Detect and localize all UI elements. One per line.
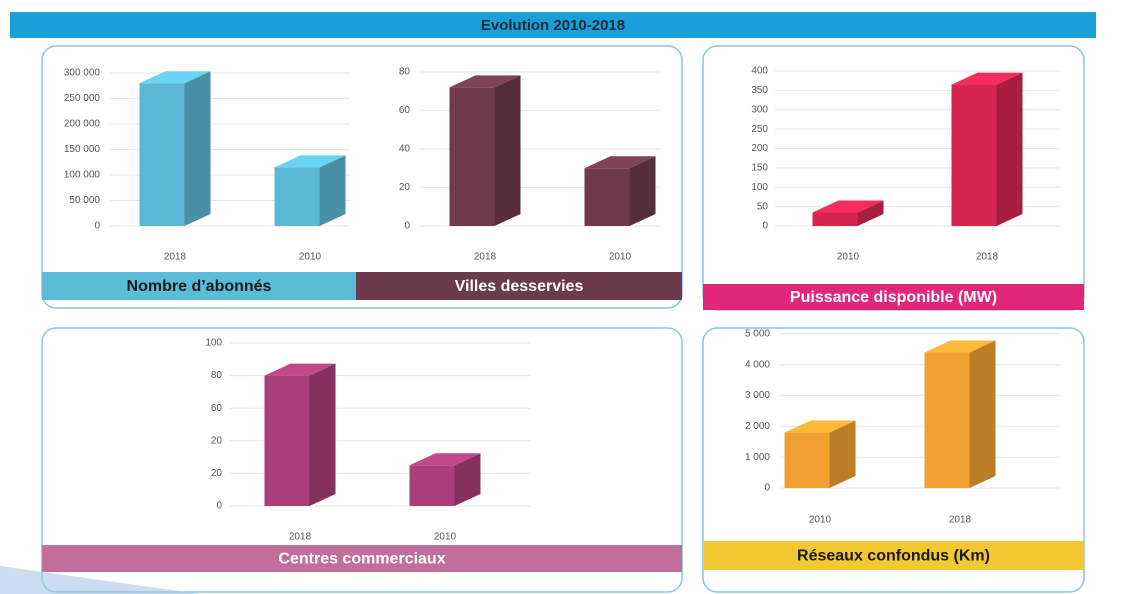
- y-tick-label: 20: [211, 435, 223, 446]
- bar: [139, 83, 185, 226]
- y-tick-label: 100: [751, 182, 768, 193]
- bar-side: [184, 71, 211, 226]
- y-tick-label: 200 000: [64, 119, 101, 130]
- header-title: Evolution 2010-2018: [481, 17, 625, 34]
- y-tick-label: 300: [751, 104, 768, 115]
- y-tick-label: 20: [211, 468, 223, 479]
- bar: [784, 432, 830, 488]
- chart-title: Puissance disponible (MW): [790, 289, 997, 306]
- y-tick-label: 200: [751, 143, 768, 154]
- x-tick-label: 2018: [976, 252, 999, 263]
- x-tick-label: 2018: [164, 252, 187, 263]
- chart-title: Villes desservies: [455, 278, 584, 295]
- bar: [449, 87, 495, 227]
- header-bar: [10, 12, 1096, 38]
- y-tick-label: 400: [751, 66, 768, 77]
- bar: [264, 375, 310, 506]
- x-tick-label: 2010: [809, 515, 832, 526]
- bar: [274, 167, 320, 226]
- y-tick-label: 0: [94, 221, 100, 232]
- bar-side: [996, 72, 1023, 226]
- y-tick-label: 3 000: [745, 390, 770, 401]
- bar-side: [829, 420, 856, 488]
- bar: [409, 465, 455, 506]
- x-tick-label: 2010: [609, 252, 632, 263]
- y-tick-label: 40: [399, 144, 411, 155]
- title-band: [703, 541, 1084, 570]
- y-tick-label: 60: [399, 105, 411, 116]
- x-tick-label: 2010: [837, 252, 860, 263]
- y-tick-label: 150 000: [64, 144, 101, 155]
- title-band: [42, 272, 356, 300]
- panel: [41, 327, 683, 593]
- bar: [924, 352, 970, 488]
- bar: [951, 84, 997, 226]
- y-tick-label: 350: [751, 85, 768, 96]
- corner-decoration: [0, 566, 200, 594]
- y-tick-label: 2 000: [745, 421, 770, 432]
- bar-side: [454, 453, 481, 506]
- y-tick-label: 50: [757, 201, 769, 212]
- bar-top: [584, 156, 656, 169]
- chart-title: Centres commerciaux: [278, 551, 445, 568]
- y-tick-label: 100: [205, 338, 222, 349]
- y-tick-label: 0: [764, 483, 770, 494]
- bar-side: [309, 363, 336, 506]
- bar-side: [969, 340, 996, 488]
- bar-top: [274, 155, 346, 168]
- bar-side: [629, 156, 656, 226]
- y-tick-label: 250 000: [64, 93, 101, 104]
- x-tick-label: 2018: [289, 532, 312, 543]
- y-tick-label: 100 000: [64, 170, 101, 181]
- bar: [812, 212, 858, 226]
- bar-top: [784, 420, 856, 433]
- x-tick-label: 2018: [474, 252, 497, 263]
- bar-side: [857, 200, 884, 226]
- y-tick-label: 5 000: [745, 329, 770, 340]
- y-tick-label: 0: [216, 501, 222, 512]
- x-tick-label: 2018: [949, 515, 972, 526]
- bar-top: [951, 72, 1023, 85]
- y-tick-label: 50 000: [69, 195, 100, 206]
- bar-top: [139, 71, 211, 84]
- y-tick-label: 0: [762, 221, 768, 232]
- y-tick-label: 20: [399, 182, 411, 193]
- chart-title: Réseaux confondus (Km): [797, 548, 990, 565]
- bar: [584, 168, 630, 226]
- y-tick-label: 0: [404, 221, 410, 232]
- y-tick-label: 1 000: [745, 452, 770, 463]
- bar-top: [264, 363, 336, 376]
- y-tick-label: 150: [751, 163, 768, 174]
- x-tick-label: 2010: [434, 532, 457, 543]
- y-tick-label: 4 000: [745, 359, 770, 370]
- bar-top: [449, 75, 521, 88]
- x-tick-label: 2010: [299, 252, 322, 263]
- y-tick-label: 250: [751, 124, 768, 135]
- title-band: [703, 284, 1084, 310]
- y-tick-label: 60: [211, 403, 223, 414]
- title-band: [42, 545, 682, 572]
- bar-top: [409, 453, 481, 466]
- bar-top: [924, 340, 996, 353]
- bar-side: [494, 75, 521, 227]
- y-tick-label: 80: [399, 67, 411, 78]
- chart-title: Nombre d’abonnés: [127, 278, 272, 295]
- y-tick-label: 80: [211, 370, 223, 381]
- bar-side: [319, 155, 346, 226]
- y-tick-label: 300 000: [64, 68, 101, 79]
- title-band: [356, 272, 682, 300]
- bar-top: [812, 200, 884, 213]
